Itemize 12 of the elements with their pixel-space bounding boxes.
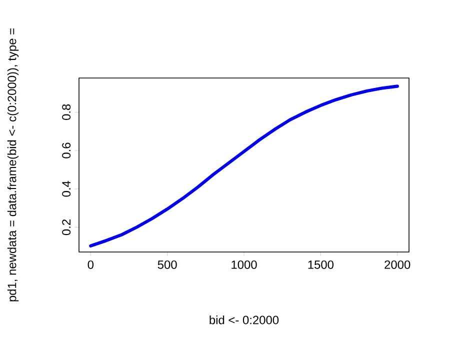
x-tick-label: 2000 <box>384 260 410 269</box>
x-tick-label: 1500 <box>308 260 334 269</box>
x-tick-label: 500 <box>158 260 177 269</box>
x-axis-title: bid <- 0:2000 <box>210 315 279 324</box>
y-tick-label: 0.4 <box>62 180 71 197</box>
y-tick-label: 0.6 <box>62 142 71 158</box>
y-tick-label: 0.8 <box>62 104 71 120</box>
y-tick-label: 0.2 <box>62 220 71 236</box>
line-series <box>89 84 399 248</box>
x-tick-label: 1000 <box>232 260 257 269</box>
y-axis-title: pd1, newdata = data.frame(bid <- c(0:2000)), type = <box>7 28 19 302</box>
x-tick-label: 0 <box>88 260 94 269</box>
